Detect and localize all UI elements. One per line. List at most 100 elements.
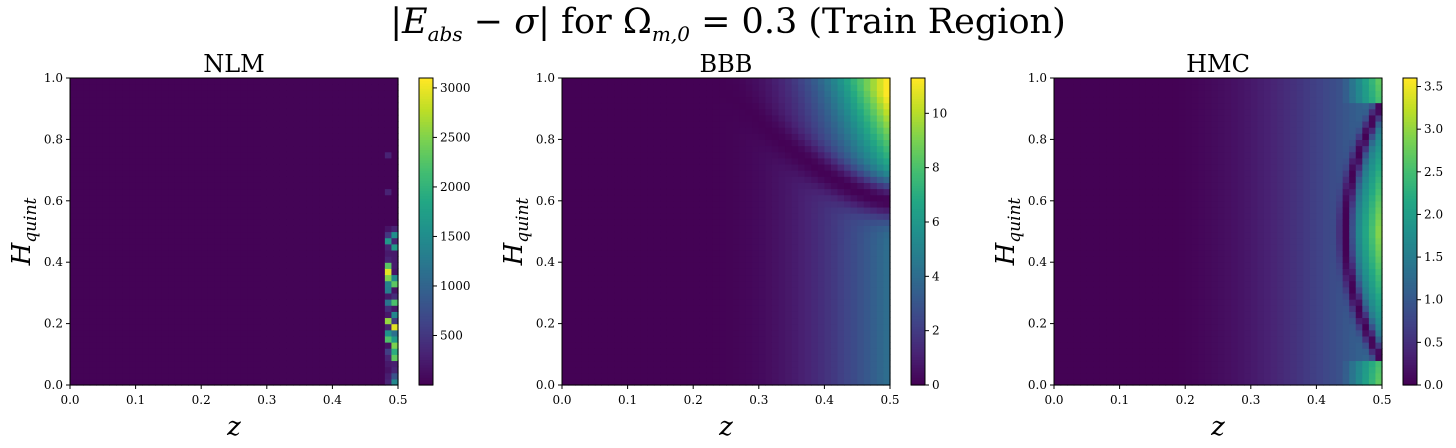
heatmap-cell [666, 256, 675, 263]
heatmap-cell [739, 182, 747, 190]
heatmap-cell [89, 249, 97, 257]
heatmap-cell [647, 114, 655, 122]
heatmap-cell [817, 194, 825, 202]
heatmap-cell [122, 231, 130, 239]
heatmap-cell [739, 219, 747, 226]
colorbar-tick-label: 500 [440, 328, 463, 342]
heatmap-cell [778, 305, 786, 312]
heatmap-cell [319, 139, 327, 147]
heatmap-cell [798, 342, 806, 349]
heatmap-cell [161, 292, 169, 300]
heatmap-cell [699, 84, 707, 91]
heatmap-cell [732, 114, 740, 122]
heatmap-cell [96, 237, 104, 245]
heatmap-cell [811, 329, 819, 337]
heatmap-cell [122, 225, 130, 233]
heatmap-cell [771, 84, 780, 91]
heatmap-cell [804, 194, 812, 202]
heatmap-cell [83, 90, 91, 98]
heatmap-cell [365, 378, 373, 386]
heatmap-cell [378, 200, 386, 208]
heatmap-cell [279, 157, 288, 165]
heatmap-cell [666, 145, 675, 153]
heatmap-cell [312, 311, 320, 319]
heatmap-cell [332, 219, 340, 226]
heatmap-cell [96, 151, 104, 159]
heatmap-cell [758, 268, 766, 276]
heatmap-cell [181, 84, 189, 91]
heatmap-cell [634, 206, 642, 214]
heatmap-cell [817, 231, 825, 239]
heatmap-cell [220, 96, 229, 104]
heatmap-cell [765, 102, 773, 110]
heatmap-cell [312, 139, 320, 147]
heatmap-cell [562, 311, 570, 319]
heatmap-cell [726, 114, 734, 122]
heatmap-cell [109, 108, 117, 116]
heatmap-cell [575, 329, 583, 337]
heatmap-cell [562, 354, 570, 362]
heatmap-cell [227, 323, 235, 331]
heatmap-cell [188, 372, 196, 380]
heatmap-cell [214, 305, 222, 312]
heatmap-cell [332, 84, 340, 91]
heatmap-cell [607, 213, 616, 220]
heatmap-cell [601, 329, 609, 337]
heatmap-cell [653, 133, 661, 140]
heatmap-cell [837, 176, 845, 183]
heatmap-cell [338, 342, 347, 349]
heatmap-cell [109, 305, 117, 312]
heatmap-cell [614, 78, 622, 85]
heatmap-cell [332, 170, 340, 177]
heatmap-cell [607, 84, 616, 91]
heatmap-cell [371, 90, 379, 98]
heatmap-cell [621, 139, 629, 147]
heatmap-cell [640, 213, 648, 220]
heatmap-cell [607, 182, 616, 190]
heatmap-cell [673, 127, 681, 134]
heatmap-cell [260, 182, 268, 190]
heatmap-cell [647, 225, 655, 233]
heatmap-cell [234, 366, 242, 374]
colorbar-segment [419, 205, 433, 210]
heatmap-cell [266, 305, 274, 312]
heatmap-cell [391, 317, 399, 325]
heatmap-cell [260, 219, 268, 226]
heatmap-cell [653, 342, 661, 349]
heatmap-cell [76, 108, 84, 116]
colorbar-segment [419, 280, 433, 284]
heatmap-cell [680, 170, 688, 177]
heatmap-cell [666, 329, 675, 337]
heatmap-cell [312, 194, 320, 202]
heatmap-cell [752, 335, 760, 343]
heatmap-cell [273, 237, 281, 245]
heatmap-cell [719, 213, 727, 220]
heatmap-cell [358, 102, 366, 110]
heatmap-cell [601, 268, 609, 276]
heatmap-cell [319, 188, 327, 196]
heatmap-cell [96, 305, 104, 312]
heatmap-cell [660, 378, 668, 386]
heatmap-cell [575, 145, 583, 153]
heatmap-cell [699, 219, 707, 226]
heatmap-cell [850, 231, 858, 239]
heatmap-cell [299, 96, 307, 104]
heatmap-cell [660, 194, 668, 202]
heatmap-cell [640, 329, 648, 337]
heatmap-cell [325, 378, 333, 386]
heatmap-cell [201, 206, 209, 214]
colorbar-segment [419, 134, 433, 138]
heatmap-cell [122, 120, 130, 128]
heatmap-cell [194, 311, 202, 319]
heatmap-cell [726, 170, 734, 177]
heatmap-cell [778, 127, 786, 134]
colorbar-segment [419, 226, 433, 230]
heatmap-cell [660, 78, 668, 85]
heatmap-cell [811, 299, 819, 306]
heatmap-cell [666, 262, 675, 269]
heatmap-cell [673, 176, 681, 183]
heatmap-cell [345, 299, 353, 306]
heatmap-cell [135, 90, 143, 98]
heatmap-cell [299, 78, 307, 85]
heatmap-cell [627, 163, 635, 171]
